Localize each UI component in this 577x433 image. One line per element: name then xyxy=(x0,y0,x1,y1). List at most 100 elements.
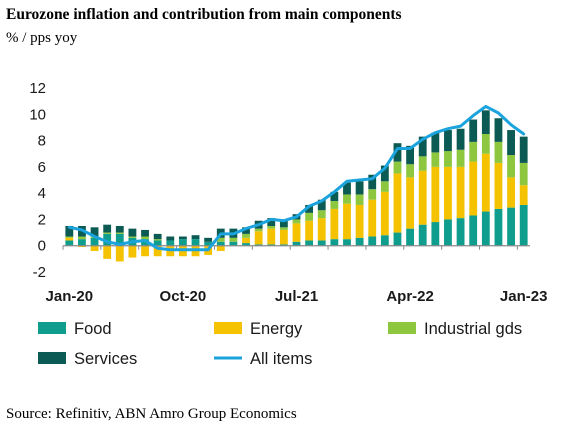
bar-segment-energy xyxy=(393,173,402,233)
bar-segment-industrial-gds xyxy=(393,161,402,174)
bar-segment-food xyxy=(254,244,263,246)
bar-segment-energy xyxy=(507,177,515,208)
legend-label: Industrial gds xyxy=(424,320,522,338)
bar-segment-food xyxy=(279,244,288,246)
bar-segment-energy xyxy=(330,208,339,240)
bar-segment-food xyxy=(355,237,364,246)
chart-subtitle: % / pps yoy xyxy=(6,30,78,46)
y-tick-label: 12 xyxy=(29,80,46,97)
bar-segment-industrial-gds xyxy=(343,194,351,204)
bar-segment-food xyxy=(330,239,339,246)
bar-segment-food xyxy=(305,240,314,246)
bar-segment-food xyxy=(178,239,187,246)
bar-segment-services xyxy=(406,145,415,165)
legend-label: Energy xyxy=(250,320,303,338)
bar-segment-industrial-gds xyxy=(128,236,137,238)
bar-segment-services xyxy=(481,110,490,134)
bar-segment-food xyxy=(444,219,452,246)
bar-segment-food xyxy=(317,240,326,246)
bar-segment-food xyxy=(456,218,465,246)
bar-segment-industrial-gds xyxy=(456,149,465,167)
bar-segment-services xyxy=(444,130,452,152)
bar-segment-food xyxy=(166,240,175,246)
bar-segment-energy xyxy=(469,161,478,216)
bar-segment-energy xyxy=(267,228,276,245)
bar-segment-industrial-gds xyxy=(494,141,503,163)
bar-segment-energy xyxy=(494,162,503,209)
source-note: Source: Refinitiv, ABN Amro Group Econom… xyxy=(6,406,297,422)
bar-segment-industrial-gds xyxy=(216,237,225,242)
bar-segment-energy xyxy=(153,245,162,257)
bar-segment-industrial-gds xyxy=(519,162,528,186)
bar-segment-services xyxy=(343,182,351,195)
bar-segment-food xyxy=(242,243,250,246)
bar-segment-food xyxy=(292,241,301,246)
bar-segment-services xyxy=(519,136,528,163)
bar-segment-energy xyxy=(444,166,452,220)
bar-segment-food xyxy=(507,207,515,246)
legend-swatch xyxy=(38,322,66,334)
bar-segment-food xyxy=(191,239,200,246)
bar-segment-energy xyxy=(279,229,288,245)
bar-segment-energy xyxy=(78,245,86,248)
bars-layer xyxy=(65,110,528,262)
bar-segment-services xyxy=(330,191,339,202)
bar-segment-industrial-gds xyxy=(317,210,326,219)
bar-segment-food xyxy=(481,211,490,246)
bar-segment-food xyxy=(343,239,351,246)
bar-segment-food xyxy=(519,204,528,246)
bar-segment-energy xyxy=(481,153,490,212)
series-line-all-items xyxy=(67,104,526,252)
bar-segment-services xyxy=(267,218,276,226)
bar-segment-industrial-gds xyxy=(229,237,238,242)
bar-segment-food xyxy=(494,208,503,246)
bar-segment-services xyxy=(393,143,402,162)
bar-segment-industrial-gds xyxy=(141,236,149,240)
legend-swatch xyxy=(214,322,242,334)
bar-segment-services xyxy=(141,229,149,237)
bar-segment-services xyxy=(153,233,162,240)
bar-segment-food xyxy=(141,239,149,246)
bar-segment-industrial-gds xyxy=(368,189,377,200)
bar-segment-food xyxy=(78,239,86,246)
bar-segment-energy xyxy=(406,177,415,229)
bar-segment-energy xyxy=(418,170,427,225)
x-tick-label: Apr-22 xyxy=(386,288,434,305)
bar-segment-food xyxy=(418,224,427,246)
legend-swatch xyxy=(388,322,416,334)
bar-segment-food xyxy=(216,241,225,246)
bar-segment-industrial-gds xyxy=(444,151,452,167)
bar-segment-services xyxy=(469,119,478,142)
bar-segment-food xyxy=(431,222,440,246)
legend-swatch xyxy=(38,352,66,364)
bar-segment-industrial-gds xyxy=(292,219,301,224)
bar-segment-industrial-gds xyxy=(406,164,415,178)
bar-segment-food xyxy=(103,233,112,246)
bar-segment-services xyxy=(279,220,288,228)
bar-segment-food xyxy=(406,228,415,246)
x-axis-ticks: Jan-20 Oct-20 Jul-21 Apr-22 Jan-23 xyxy=(46,245,548,305)
bar-segment-food xyxy=(368,236,377,246)
legend-label: Food xyxy=(74,320,112,338)
y-tick-label: 4 xyxy=(38,185,46,202)
bar-segment-energy xyxy=(128,245,137,258)
bar-segment-services xyxy=(305,204,314,213)
bar-segment-industrial-gds xyxy=(355,194,364,205)
bar-segment-energy xyxy=(254,231,263,245)
bar-segment-industrial-gds xyxy=(418,156,427,171)
bar-segment-food xyxy=(393,232,402,246)
bar-segment-energy xyxy=(431,166,440,223)
x-tick-label: Jul-21 xyxy=(275,288,318,305)
bar-segment-energy xyxy=(519,185,528,205)
bar-segment-food xyxy=(380,235,389,246)
bar-segment-industrial-gds xyxy=(481,134,490,154)
x-tick-label: Jan-23 xyxy=(500,288,548,305)
bar-segment-industrial-gds xyxy=(78,236,86,240)
bar-segment-food xyxy=(115,233,124,246)
bar-segment-services xyxy=(65,226,74,237)
bar-segment-industrial-gds xyxy=(279,227,288,230)
bar-segment-industrial-gds xyxy=(103,232,112,234)
bar-segment-energy xyxy=(103,245,112,259)
bar-segment-energy xyxy=(305,220,314,241)
